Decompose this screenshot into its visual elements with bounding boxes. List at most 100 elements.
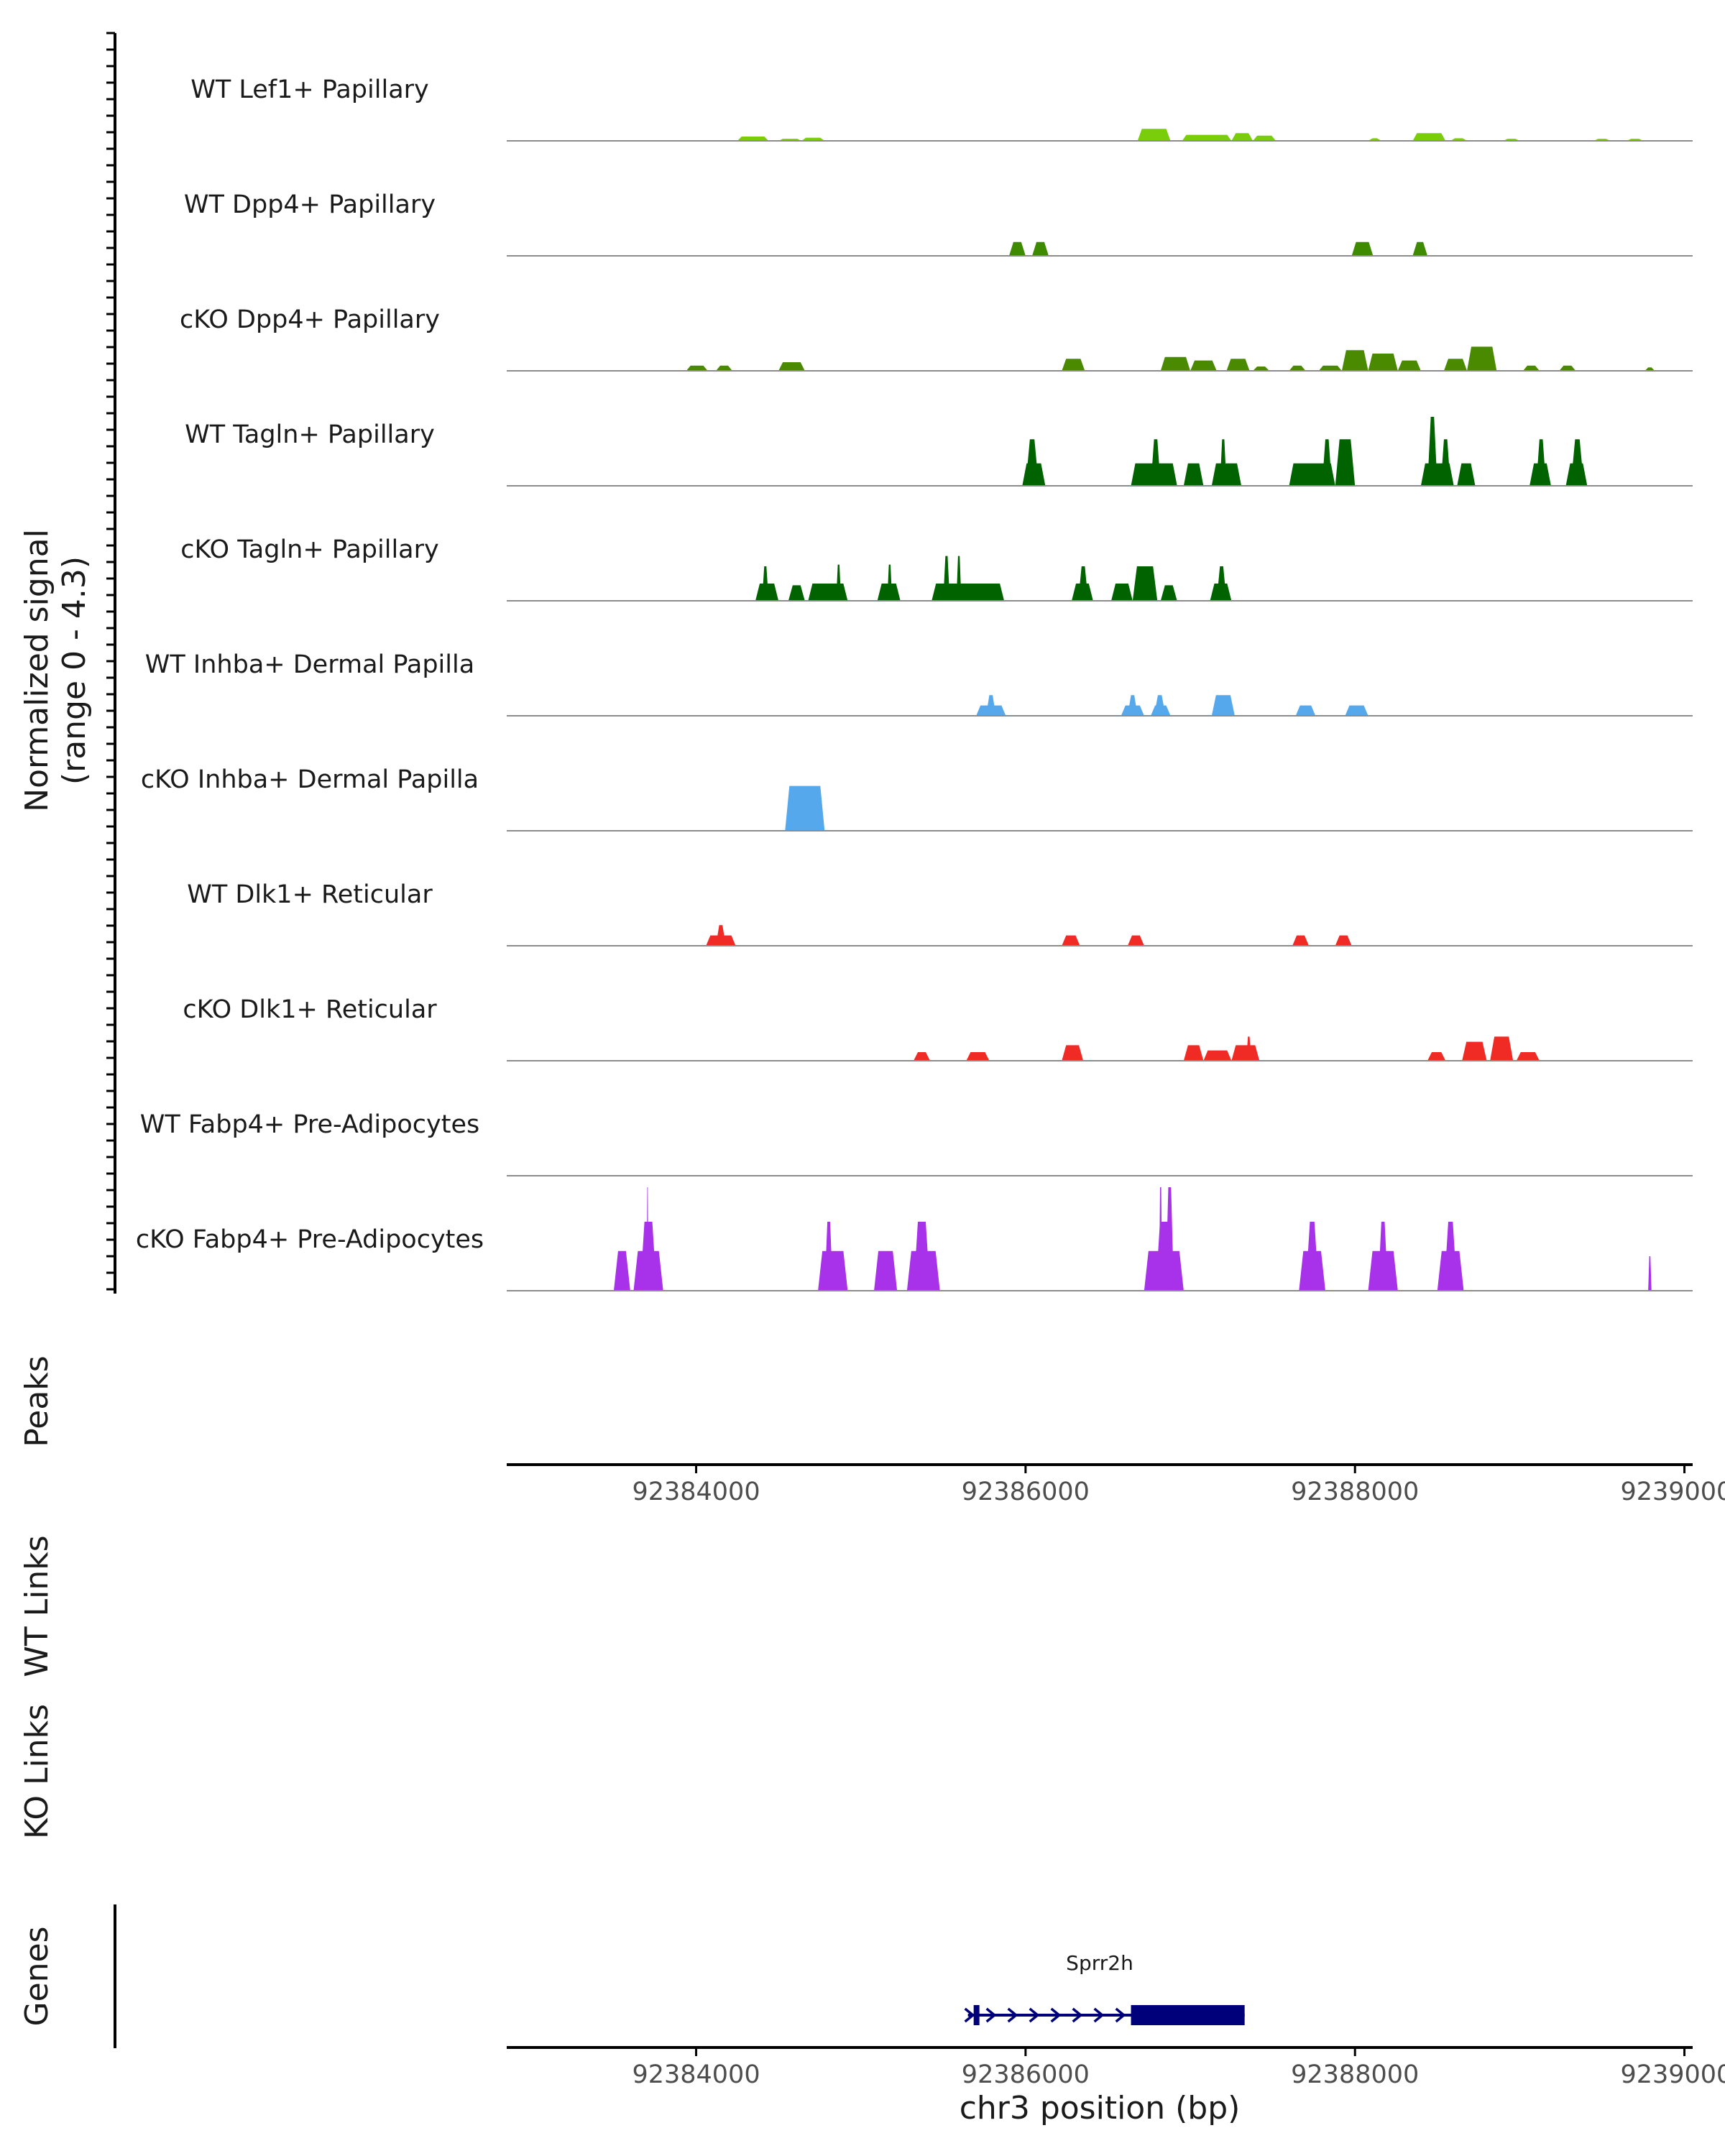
signal-peak — [808, 584, 848, 601]
signal-peak — [1025, 439, 1039, 486]
signal-peak — [943, 556, 950, 601]
signal-peak — [1159, 1187, 1163, 1291]
track-label: cKO Tagln+ Papillary — [180, 535, 439, 564]
signal-peak — [1412, 133, 1446, 141]
x-tick-label: 92388000 — [1291, 1478, 1419, 1506]
signal-peak — [1160, 585, 1177, 601]
signal-peak — [1536, 439, 1547, 486]
strand-arrow-icon — [985, 2007, 997, 2023]
track-label: WT Lef1+ Papillary — [190, 75, 429, 104]
signal-peak — [914, 1222, 930, 1291]
signal-peak — [1462, 1041, 1487, 1061]
y-axis-title: Normalized signal — [19, 529, 55, 812]
signal-peak — [1062, 359, 1085, 371]
signal-peak — [956, 556, 962, 601]
signal-peak — [1335, 935, 1352, 946]
x-axis-title: chr3 position (bp) — [960, 2090, 1241, 2127]
signal-peak — [1351, 241, 1374, 256]
signal-peak — [1443, 359, 1468, 371]
x-tick-label: 92386000 — [962, 1478, 1090, 1506]
signal-peak — [1516, 1052, 1540, 1061]
track-8: cKO Dlk1+ Reticular — [183, 995, 1693, 1061]
track-label: WT Tagln+ Papillary — [185, 420, 435, 449]
x-tick-label: 92390000 — [1620, 2060, 1725, 2089]
peaks-panel-title: Peaks — [19, 1355, 55, 1447]
gene-model-sprr2h: Sprr2h — [964, 1951, 1245, 2025]
signal-peak — [1457, 463, 1476, 486]
wt-links-panel-title: WT Links — [19, 1535, 55, 1677]
signal-peak — [1220, 439, 1227, 486]
strand-arrow-icon — [1093, 2007, 1105, 2023]
signal-peak — [1231, 1045, 1260, 1061]
signal-peak — [887, 564, 893, 601]
signal-peak — [1231, 133, 1254, 141]
signal-peak — [836, 564, 842, 601]
signal-peak — [1522, 365, 1540, 371]
ko-links-panel-title: KO Links — [19, 1704, 55, 1839]
track-9: WT Fabp4+ Pre-Adipocytes — [140, 1110, 1693, 1176]
signal-peak — [785, 786, 825, 831]
signal-peak — [1292, 935, 1310, 946]
signal-peak — [1467, 346, 1497, 371]
signal-peak — [874, 1250, 898, 1291]
signal-peak — [1137, 129, 1171, 141]
signal-peak — [1335, 439, 1356, 486]
track-3: WT Tagln+ Papillary — [185, 417, 1693, 487]
signal-peak — [824, 1222, 833, 1291]
genes-x-axis: 92384000 92386000 92388000 92390000 — [632, 2047, 1725, 2089]
signal-peak — [1289, 365, 1306, 371]
track-label: cKO Fabp4+ Pre-Adipocytes — [136, 1225, 484, 1254]
track-label: cKO Inhba+ Dermal Papilla — [141, 765, 479, 794]
gene-cds-block — [1131, 2005, 1245, 2025]
signal-peak — [1160, 356, 1191, 371]
signal-peak — [1203, 1050, 1232, 1061]
signal-peak — [778, 362, 805, 371]
signal-peak — [1559, 365, 1576, 371]
signal-peak — [1183, 463, 1204, 486]
x-tick-label: 92386000 — [962, 2060, 1090, 2089]
signal-peak — [1378, 1222, 1389, 1291]
signal-peak — [1216, 566, 1227, 601]
signal-peak — [716, 365, 732, 371]
signal-peak — [1062, 1045, 1084, 1061]
y-axis-range-label: (range 0 - 4.3) — [56, 556, 93, 785]
strand-arrow-icon — [1050, 2007, 1062, 2023]
track-label: WT Fabp4+ Pre-Adipocytes — [140, 1110, 479, 1139]
signal-peak — [1412, 241, 1428, 256]
signal-peak — [1440, 439, 1451, 486]
x-tick-label: 92388000 — [1291, 2060, 1419, 2089]
signal-peak — [1368, 354, 1398, 371]
signal-peak — [1154, 695, 1166, 716]
signal-peak — [1295, 705, 1316, 716]
signal-peak — [1008, 241, 1026, 256]
signal-peak — [1165, 1187, 1174, 1291]
track-5: WT Inhba+ Dermal Papilla — [145, 650, 1693, 717]
track-6: cKO Inhba+ Dermal Papilla — [141, 765, 1693, 831]
strand-arrow-icon — [1029, 2007, 1040, 2023]
signal-peak — [1078, 566, 1088, 601]
signal-peak — [1318, 365, 1342, 371]
signal-peak — [613, 1250, 630, 1291]
signal-peak — [716, 925, 726, 946]
signal-peak — [1211, 695, 1235, 716]
signal-peak — [1062, 935, 1080, 946]
x-tick-label: 92384000 — [632, 1478, 760, 1506]
track-10: cKO Fabp4+ Pre-Adipocytes — [136, 1187, 1693, 1291]
signal-peak — [1211, 463, 1242, 486]
signal-peak — [914, 1052, 930, 1061]
signal-peak — [737, 137, 769, 141]
signal-peak — [1570, 439, 1584, 486]
track-2: cKO Dpp4+ Papillary — [180, 305, 1693, 372]
signal-peak — [801, 137, 825, 141]
genes-panel-title: Genes — [19, 1926, 55, 2026]
signal-peak — [818, 1250, 848, 1291]
signal-peak — [1427, 1052, 1446, 1061]
strand-arrow-icon — [1007, 2007, 1018, 2023]
signal-peak — [1226, 359, 1250, 371]
x-tick-label: 92384000 — [632, 2060, 760, 2089]
track-label: WT Dlk1+ Reticular — [187, 880, 433, 909]
track-label: WT Dpp4+ Papillary — [184, 190, 436, 219]
signal-peak — [1246, 1036, 1251, 1061]
signal-peak — [932, 584, 1005, 601]
coverage-tracks: WT Lef1+ Papillary WT Dpp4+ Papillary cKO … — [136, 75, 1693, 1291]
